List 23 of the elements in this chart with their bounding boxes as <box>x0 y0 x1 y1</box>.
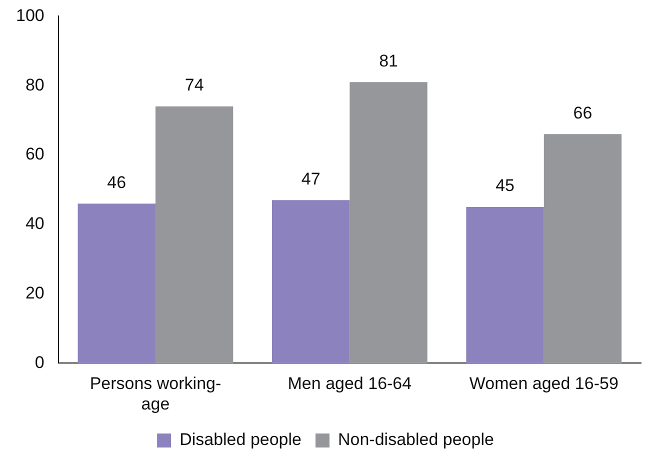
data-label: 45 <box>496 176 515 196</box>
y-tick-label: 100 <box>16 6 44 25</box>
data-label: 81 <box>379 51 398 70</box>
data-label: 47 <box>301 169 320 188</box>
y-tick-label: 60 <box>25 144 44 164</box>
y-tick-label: 0 <box>34 352 44 372</box>
x-tick-label: Women aged 16-59 <box>469 374 618 394</box>
x-tick-label: Persons working-age <box>90 374 222 414</box>
bar <box>466 207 544 364</box>
legend-label: Non-disabled people <box>338 430 494 450</box>
bar <box>350 82 428 364</box>
bar <box>272 200 350 364</box>
bar <box>78 204 156 364</box>
bar <box>544 134 622 364</box>
bar <box>155 106 234 364</box>
data-label: 46 <box>107 172 126 192</box>
y-tick-label: 80 <box>25 75 44 94</box>
y-tick-label: 40 <box>25 214 44 234</box>
x-tick-label: Men aged 16-64 <box>288 374 412 394</box>
data-label: 66 <box>573 103 592 122</box>
legend-label: Disabled people <box>180 430 302 450</box>
data-label: 74 <box>184 76 204 95</box>
y-tick-label: 20 <box>25 283 44 302</box>
